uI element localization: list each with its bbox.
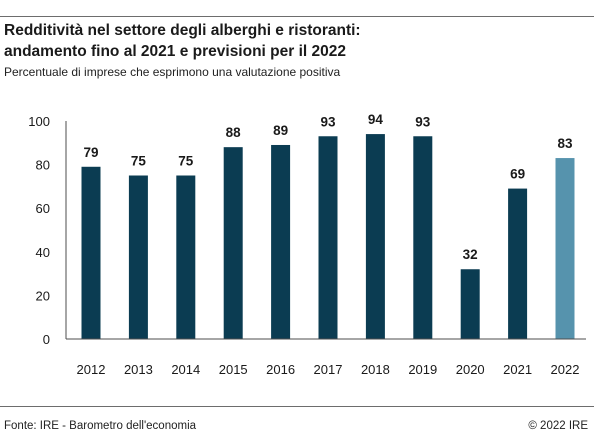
y-tick-label: 40 bbox=[36, 245, 50, 260]
data-label-2013: 75 bbox=[131, 154, 147, 169]
bar-2021 bbox=[508, 188, 528, 339]
x-tick-label-2017: 2017 bbox=[314, 362, 343, 377]
x-tick-label-2016: 2016 bbox=[266, 362, 295, 377]
data-label-2022: 83 bbox=[557, 136, 573, 151]
data-label-2021: 69 bbox=[510, 167, 525, 182]
y-tick-label: 80 bbox=[36, 158, 50, 173]
bar-2012 bbox=[81, 166, 101, 339]
data-label-2014: 75 bbox=[178, 154, 194, 169]
bar-2020 bbox=[460, 269, 480, 339]
source-note: Fonte: IRE - Barometro dell'economia bbox=[4, 420, 197, 432]
x-tick-label-2020: 2020 bbox=[456, 362, 485, 377]
data-label-2015: 88 bbox=[226, 125, 242, 140]
bar-2018 bbox=[365, 134, 385, 339]
bar-2014 bbox=[176, 175, 196, 339]
y-tick-label: 0 bbox=[43, 332, 50, 347]
bar-2017 bbox=[318, 136, 338, 339]
x-tick-label-2022: 2022 bbox=[551, 362, 580, 377]
bottom-rule bbox=[0, 406, 594, 407]
data-label-2017: 93 bbox=[320, 114, 336, 129]
y-tick-label: 20 bbox=[36, 288, 50, 303]
x-tick-label-2019: 2019 bbox=[408, 362, 437, 377]
y-tick-label: 60 bbox=[36, 201, 50, 216]
y-tick-label: 100 bbox=[28, 114, 50, 129]
bar-2016 bbox=[271, 144, 291, 339]
data-label-2018: 94 bbox=[368, 112, 384, 127]
bar-2022 bbox=[555, 158, 575, 339]
chart-title: Redditività nel settore degli alberghi e… bbox=[4, 20, 584, 62]
x-tick-label-2015: 2015 bbox=[219, 362, 248, 377]
bar-2013 bbox=[128, 175, 148, 339]
bar-2015 bbox=[223, 147, 243, 339]
copyright-note: © 2022 IRE bbox=[528, 420, 588, 432]
bar-2019 bbox=[413, 136, 433, 339]
data-label-2020: 32 bbox=[463, 247, 478, 262]
chart-title-line2: andamento fino al 2021 e previsioni per … bbox=[4, 43, 346, 60]
data-label-2012: 79 bbox=[83, 145, 98, 160]
top-rule bbox=[0, 16, 594, 17]
data-label-2019: 93 bbox=[415, 114, 431, 129]
chart-subtitle: Percentuale di imprese che esprimono una… bbox=[4, 65, 341, 79]
x-tick-label-2021: 2021 bbox=[503, 362, 532, 377]
x-tick-label-2012: 2012 bbox=[77, 362, 106, 377]
bar-chart: 0 20 40 60 80 100 79 2012 75 2013 75 2014 88 2015 89 20… bbox=[28, 112, 586, 377]
chart-title-line1: Redditività nel settore degli alberghi e… bbox=[4, 22, 361, 39]
x-tick-label-2013: 2013 bbox=[124, 362, 153, 377]
x-tick-label-2018: 2018 bbox=[361, 362, 390, 377]
data-label-2016: 89 bbox=[273, 123, 288, 138]
x-tick-label-2014: 2014 bbox=[171, 362, 200, 377]
